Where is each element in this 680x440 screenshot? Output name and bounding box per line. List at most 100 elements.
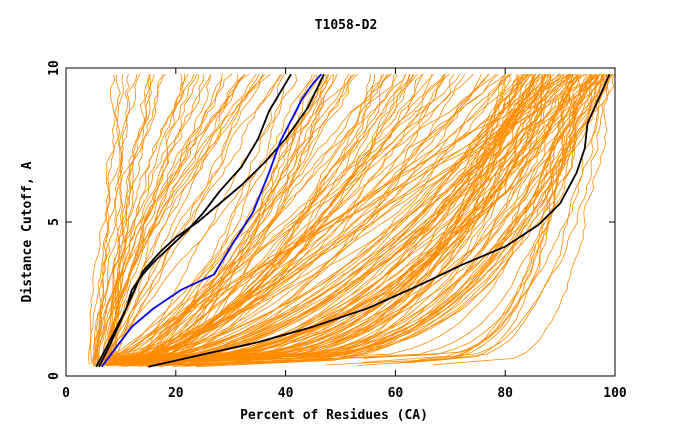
background-series-line	[97, 73, 446, 365]
background-series-group	[88, 73, 615, 368]
background-series-line	[182, 73, 532, 360]
highlight-series-group	[95, 73, 611, 368]
background-series-line	[145, 74, 398, 365]
x-tick-label: 0	[62, 386, 70, 401]
background-series-line	[144, 74, 328, 360]
background-series-line	[357, 73, 588, 366]
y-tick-label: 0	[47, 372, 62, 380]
axes-group: 0 20 40 60 80 100 0 5 10	[47, 60, 627, 401]
x-tick-label: 60	[388, 386, 404, 401]
background-series-line	[200, 74, 525, 363]
background-series-line	[186, 74, 547, 361]
background-series-line	[127, 74, 519, 363]
background-series-line	[113, 73, 474, 363]
background-series-line	[121, 73, 523, 365]
background-series-line	[102, 73, 265, 363]
background-series-line	[102, 73, 350, 359]
background-series-line	[100, 74, 334, 365]
background-series-line	[92, 73, 450, 359]
background-series-line	[118, 73, 355, 367]
background-series-line	[99, 74, 297, 367]
background-series-line	[94, 73, 166, 366]
background-series-line	[132, 74, 411, 361]
x-axis-label: Percent of Residues (CA)	[240, 408, 428, 423]
highlight-series-line-black	[95, 73, 292, 368]
y-axis-label: Distance Cutoff, A	[20, 161, 35, 302]
background-series-line	[114, 74, 211, 363]
background-series-line	[101, 74, 183, 362]
chart-title: T1058-D2	[315, 18, 378, 33]
background-series-line	[124, 74, 445, 359]
background-series-line	[151, 73, 601, 367]
background-series-line	[106, 74, 155, 361]
background-series-line	[135, 73, 526, 360]
background-series-line	[107, 73, 577, 366]
background-series-line	[104, 74, 264, 361]
background-series-line	[96, 74, 121, 366]
highlight-series-line-blue	[100, 73, 322, 368]
background-series-line	[196, 74, 552, 368]
y-tick-label: 10	[47, 60, 62, 76]
background-series-line	[185, 74, 578, 361]
x-tick-label: 20	[168, 386, 184, 401]
background-series-line	[140, 73, 560, 363]
background-series-line	[117, 74, 433, 360]
highlight-series-line-black	[148, 73, 611, 368]
background-series-line	[107, 73, 570, 366]
background-series-line	[103, 73, 600, 365]
background-series-line	[105, 74, 151, 364]
background-series-line	[132, 74, 531, 365]
x-tick-label: 40	[278, 386, 294, 401]
background-series-line	[141, 74, 291, 365]
background-series-line	[127, 74, 424, 363]
background-series-line	[139, 73, 455, 360]
background-series-line	[88, 74, 163, 365]
background-series-line	[96, 73, 461, 366]
background-series-line	[143, 74, 329, 361]
background-series-line	[179, 74, 579, 362]
background-series-line	[140, 73, 609, 364]
background-series-line	[90, 74, 197, 365]
background-series-line	[109, 74, 151, 364]
background-series-line	[92, 74, 185, 358]
background-series-line	[234, 74, 574, 361]
background-series-line	[103, 73, 529, 362]
background-series-line	[406, 74, 571, 364]
background-series-line	[191, 74, 581, 366]
background-series-line	[147, 73, 506, 365]
background-series-line	[191, 73, 540, 362]
background-series-line	[115, 73, 582, 361]
background-series-line	[104, 74, 445, 359]
background-series-line	[282, 74, 593, 362]
background-series-line	[107, 73, 257, 362]
background-series-line	[146, 74, 406, 362]
background-series-line	[119, 73, 490, 360]
background-series-line	[189, 73, 597, 364]
background-series-line	[362, 74, 608, 363]
background-series-line	[96, 74, 541, 365]
background-series-line	[135, 74, 482, 360]
background-series-line	[113, 74, 281, 365]
background-series-line	[152, 74, 591, 361]
background-series-line	[130, 73, 571, 362]
x-tick-label: 100	[603, 386, 627, 401]
background-series-line	[109, 73, 542, 361]
background-series-line	[93, 74, 130, 366]
background-series-line	[170, 73, 536, 365]
background-series-line	[112, 74, 352, 362]
background-series-line	[109, 74, 204, 367]
y-tick-label: 5	[47, 218, 62, 226]
background-series-line	[145, 73, 528, 362]
background-series-line	[119, 74, 414, 362]
background-series-line	[149, 74, 330, 360]
background-series-line	[433, 74, 608, 366]
background-series-line	[126, 73, 525, 363]
background-series-line	[114, 73, 571, 363]
background-series-line	[124, 74, 376, 367]
background-series-line	[95, 74, 387, 362]
background-series-line	[105, 73, 525, 365]
background-series-line	[395, 74, 572, 364]
x-tick-label: 80	[497, 386, 513, 401]
background-series-line	[120, 73, 513, 363]
